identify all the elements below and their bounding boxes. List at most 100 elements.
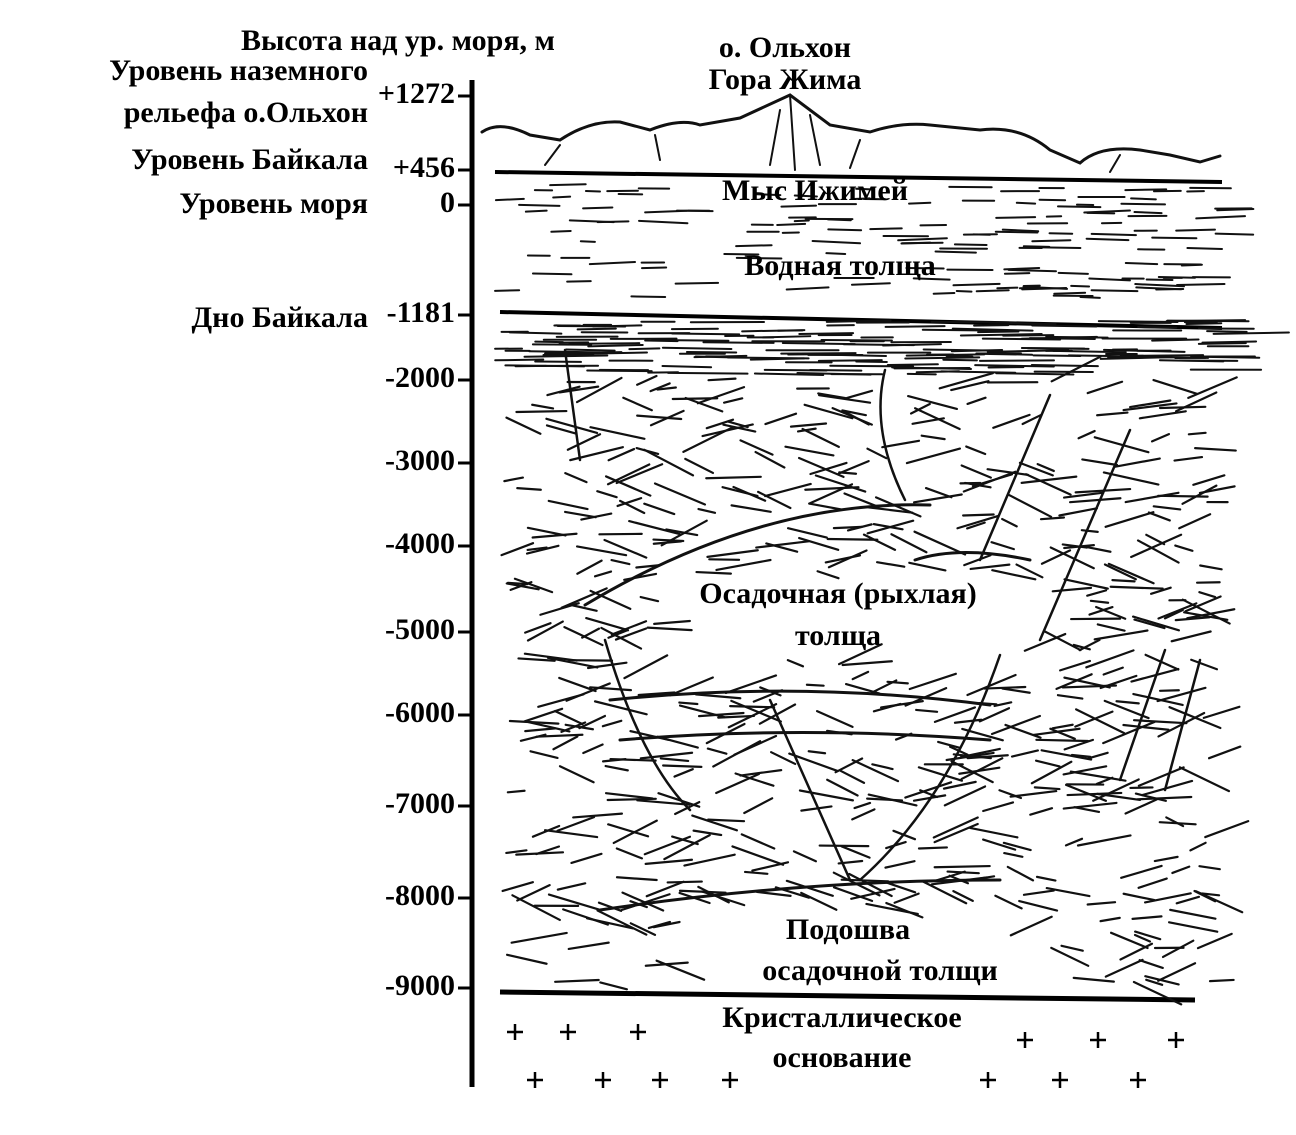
stroke — [1175, 895, 1201, 905]
stroke — [818, 844, 870, 848]
stroke — [1176, 282, 1226, 287]
cross — [630, 1024, 646, 1040]
stroke — [705, 722, 746, 745]
stroke — [851, 670, 870, 681]
stroke — [515, 851, 565, 856]
stroke — [975, 289, 1010, 293]
stroke — [800, 805, 833, 812]
stroke — [866, 447, 888, 460]
stroke — [969, 826, 1019, 839]
stroke — [952, 890, 974, 902]
stroke — [1173, 455, 1204, 462]
stroke — [915, 708, 939, 713]
stroke — [524, 622, 552, 634]
stroke — [1180, 263, 1203, 267]
stroke — [531, 403, 555, 410]
tick-label: -2000 — [385, 361, 455, 394]
stroke — [1093, 436, 1150, 454]
stroke — [905, 447, 962, 465]
stroke — [653, 482, 707, 506]
stroke — [669, 676, 714, 697]
stroke — [589, 426, 646, 440]
stroke — [841, 409, 867, 417]
stroke — [1181, 484, 1218, 505]
stroke — [556, 882, 587, 891]
stroke — [851, 758, 900, 783]
stroke — [666, 880, 703, 884]
stroke — [994, 230, 1039, 234]
stroke — [1133, 618, 1166, 630]
stroke — [1096, 623, 1126, 632]
stroke — [560, 587, 608, 609]
stroke — [517, 657, 556, 662]
stroke — [851, 808, 876, 821]
stroke — [817, 392, 847, 400]
stroke — [1158, 359, 1225, 363]
stroke — [516, 884, 551, 902]
stroke — [730, 504, 772, 513]
stroke — [1104, 511, 1155, 528]
stroke — [558, 765, 595, 784]
stroke — [872, 523, 904, 531]
stroke — [1124, 261, 1159, 266]
level-label: рельефа о.Ольхон — [124, 96, 368, 129]
stroke — [1061, 543, 1088, 549]
stroke — [788, 752, 839, 773]
stroke — [1199, 564, 1223, 571]
stroke — [1045, 886, 1091, 898]
stroke — [826, 778, 859, 797]
stroke — [1060, 944, 1084, 952]
stroke — [1031, 239, 1072, 243]
stroke — [907, 395, 959, 411]
stroke — [599, 981, 629, 991]
stroke — [1040, 549, 1072, 565]
stroke — [1145, 978, 1164, 986]
stroke — [558, 385, 600, 394]
stroke — [945, 355, 974, 358]
stroke — [1099, 674, 1138, 690]
stroke — [615, 876, 658, 882]
stroke — [607, 629, 629, 639]
stroke — [1130, 667, 1180, 683]
tick-label: -3000 — [385, 444, 455, 477]
stroke — [1104, 958, 1144, 978]
stroke — [575, 545, 628, 557]
stroke — [610, 558, 631, 566]
stroke — [639, 751, 694, 760]
stroke — [801, 427, 840, 449]
region-label: осадочной толщи — [762, 954, 997, 987]
stroke — [659, 757, 690, 763]
stroke — [1030, 760, 1073, 785]
stroke — [545, 417, 599, 434]
stroke — [1021, 287, 1068, 291]
stroke — [780, 352, 857, 355]
stroke — [1122, 402, 1178, 412]
stroke — [621, 891, 665, 912]
stroke — [1095, 605, 1127, 620]
cross — [560, 1024, 576, 1040]
level-label: Уровень моря — [179, 187, 368, 220]
stroke — [656, 386, 677, 391]
stroke — [804, 486, 860, 491]
stroke — [1056, 694, 1084, 700]
stroke — [871, 763, 894, 771]
stroke — [1183, 611, 1229, 621]
stroke — [1129, 786, 1154, 790]
stroke — [1053, 291, 1087, 295]
stroke — [605, 792, 654, 800]
stroke — [678, 889, 727, 894]
stroke — [1043, 630, 1082, 652]
stroke — [1103, 699, 1150, 720]
stroke — [982, 801, 1015, 813]
stroke — [1202, 705, 1241, 719]
stroke — [524, 727, 557, 733]
stroke — [1165, 319, 1247, 323]
stroke — [684, 396, 724, 413]
stroke — [886, 363, 939, 367]
lake-surface — [494, 170, 1223, 184]
stroke — [531, 532, 578, 539]
stroke — [1107, 562, 1155, 585]
stroke — [1120, 202, 1166, 206]
stroke — [886, 881, 917, 894]
